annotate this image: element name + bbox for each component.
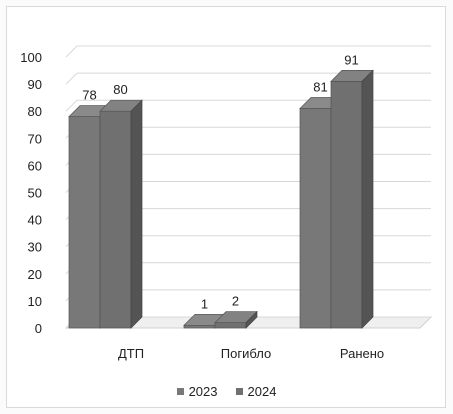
x-category-label: Погибло	[221, 346, 271, 361]
legend-swatch-2024	[235, 388, 243, 395]
bar-front	[214, 322, 247, 329]
legend-swatch-2023	[176, 388, 184, 395]
legend-label-2024: 2024	[247, 384, 277, 399]
x-category-label: ДТП	[118, 346, 144, 361]
bar-front	[68, 116, 101, 329]
data-label: 2	[232, 294, 239, 309]
legend-label-2023: 2023	[188, 384, 218, 399]
legend: 2023 2024	[0, 384, 453, 399]
y-tick-label: 20	[28, 267, 42, 282]
bar-side	[245, 310, 258, 329]
gridline-depth	[65, 99, 78, 112]
gridline-depth	[65, 72, 78, 85]
bar-front	[183, 324, 216, 329]
y-tick-label: 40	[28, 213, 42, 228]
data-label: 78	[82, 88, 96, 103]
bar-front	[330, 81, 363, 329]
y-tick-label: 10	[28, 294, 42, 309]
y-tick-label: 100	[20, 50, 42, 65]
y-tick-label: 70	[28, 131, 42, 146]
data-label: 81	[313, 79, 327, 94]
legend-item-2024: 2024	[235, 384, 277, 399]
bar-front	[299, 108, 332, 329]
y-tick-label: 50	[28, 186, 42, 201]
data-label: 80	[113, 82, 127, 97]
y-tick-label: 80	[28, 104, 42, 119]
y-tick-label: 90	[28, 77, 42, 92]
bar-side	[130, 99, 143, 329]
legend-item-2023: 2023	[176, 384, 218, 399]
y-tick-label: 60	[28, 158, 42, 173]
bar-side	[361, 69, 374, 329]
gridline-depth	[65, 45, 78, 58]
bar-front	[99, 110, 132, 329]
y-tick-label: 0	[35, 321, 42, 336]
y-tick-label: 30	[28, 240, 42, 255]
data-label: 91	[344, 52, 358, 67]
x-category-label: Ранено	[340, 346, 384, 361]
data-label: 1	[201, 296, 208, 311]
